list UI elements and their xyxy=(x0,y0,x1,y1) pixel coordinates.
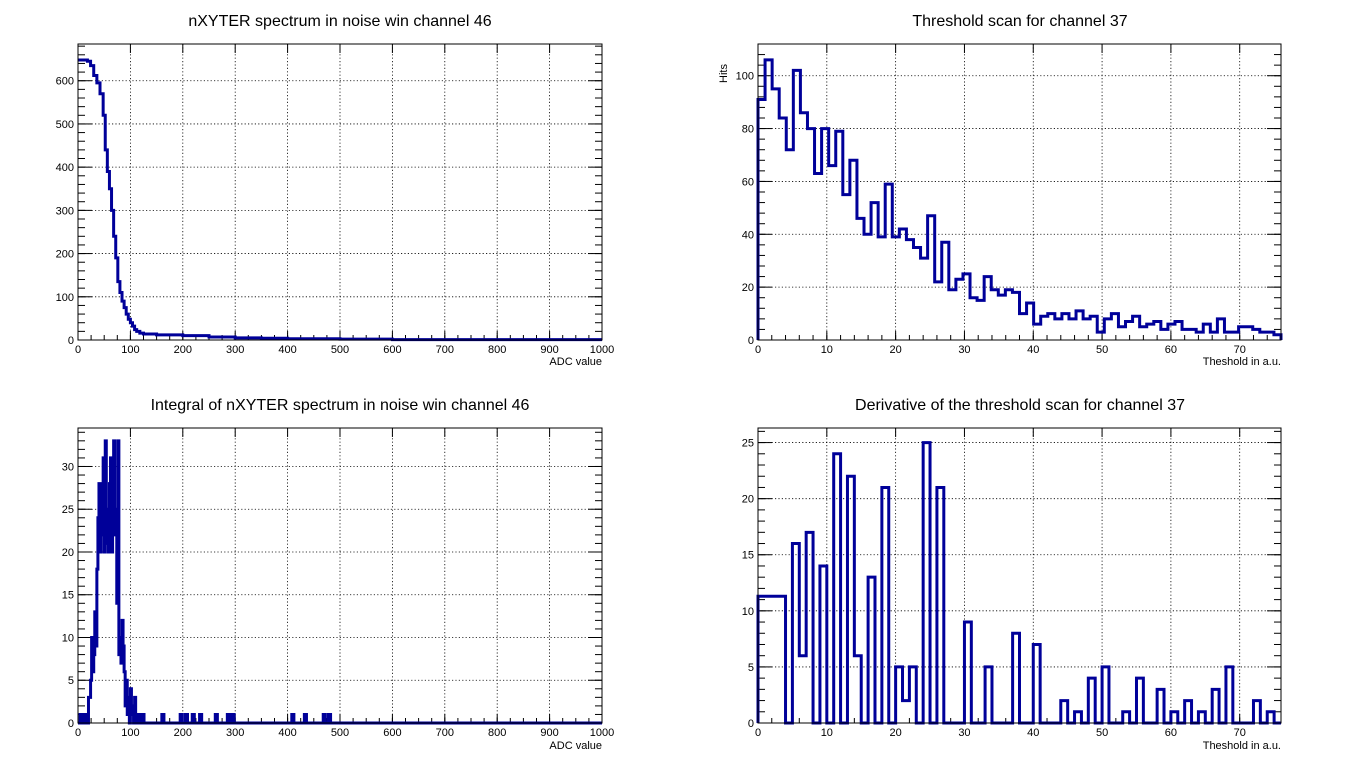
x-tick-label: 600 xyxy=(383,727,401,739)
x-tick-label: 60 xyxy=(1165,344,1177,356)
x-tick-label: 200 xyxy=(174,727,192,739)
x-tick-label: 400 xyxy=(278,344,296,356)
y-tick-label: 10 xyxy=(62,632,74,644)
panel-integral-title: Integral of nXYTER spectrum in noise win… xyxy=(151,397,530,414)
y-tick-label: 25 xyxy=(742,438,754,450)
x-tick-label: 30 xyxy=(958,727,970,739)
x-tick-label: 500 xyxy=(331,727,349,739)
panel-spectrum-ticks: 0 100 200 300 400 500 600 700 800 900 1000 0 100 200 3… xyxy=(56,44,615,356)
x-tick-label: 0 xyxy=(75,344,81,356)
panel-spectrum-xlabel: ADC value xyxy=(549,356,602,368)
x-tick-label: 50 xyxy=(1096,344,1108,356)
x-tick-label: 700 xyxy=(436,344,454,356)
x-tick-label: 100 xyxy=(121,344,139,356)
x-tick-label: 300 xyxy=(226,344,244,356)
y-tick-label: 300 xyxy=(56,205,74,217)
panel-threshold-series xyxy=(758,60,1281,340)
x-tick-label: 200 xyxy=(174,344,192,356)
x-tick-label: 400 xyxy=(278,727,296,739)
y-tick-label: 5 xyxy=(748,662,754,674)
y-tick-label: 60 xyxy=(742,176,754,188)
y-tick-label: 30 xyxy=(62,461,74,473)
y-tick-label: 25 xyxy=(62,504,74,516)
x-tick-label: 60 xyxy=(1165,727,1177,739)
x-tick-label: 900 xyxy=(540,727,558,739)
y-tick-label: 100 xyxy=(736,71,754,83)
y-tick-label: 20 xyxy=(742,494,754,506)
y-tick-label: 0 xyxy=(748,718,754,730)
y-tick-label: 40 xyxy=(742,229,754,241)
y-tick-label: 20 xyxy=(62,547,74,559)
x-tick-label: 0 xyxy=(755,727,761,739)
y-tick-label: 100 xyxy=(56,292,74,304)
panel-spectrum-title: nXYTER spectrum in noise win channel 46 xyxy=(188,13,491,30)
x-tick-label: 10 xyxy=(821,344,833,356)
y-tick-label: 600 xyxy=(56,76,74,88)
panel-derivative: Derivative of the threshold scan for cha… xyxy=(742,397,1281,752)
x-tick-label: 20 xyxy=(890,727,902,739)
x-tick-label: 900 xyxy=(540,344,558,356)
y-tick-label: 0 xyxy=(68,335,74,347)
y-tick-label: 500 xyxy=(56,119,74,131)
panel-spectrum-grid xyxy=(78,44,602,340)
y-tick-label: 5 xyxy=(68,675,74,687)
x-tick-label: 20 xyxy=(890,344,902,356)
panel-integral-ticks: 0 100 200 300 400 500 600 700 800 900 1000 0 5 10 15 20… xyxy=(62,428,614,739)
y-tick-label: 400 xyxy=(56,162,74,174)
x-tick-label: 70 xyxy=(1234,344,1246,356)
panel-threshold: Threshold scan for channel 37 0 10 20 30 40 5… xyxy=(718,13,1281,368)
x-tick-label: 40 xyxy=(1027,727,1039,739)
x-tick-label: 800 xyxy=(488,344,506,356)
x-tick-label: 300 xyxy=(226,727,244,739)
y-tick-label: 0 xyxy=(68,718,74,730)
panel-spectrum: nXYTER spectrum in noise win channel 46 … xyxy=(56,13,615,368)
x-tick-label: 0 xyxy=(75,727,81,739)
x-tick-label: 500 xyxy=(331,344,349,356)
x-tick-label: 70 xyxy=(1234,727,1246,739)
panel-threshold-title: Threshold scan for channel 37 xyxy=(912,13,1127,30)
panel-integral: Integral of nXYTER spectrum in noise win… xyxy=(62,397,614,752)
y-tick-label: 10 xyxy=(742,606,754,618)
panel-integral-grid xyxy=(78,428,602,723)
panel-derivative-title: Derivative of the threshold scan for cha… xyxy=(855,397,1185,414)
y-tick-label: 80 xyxy=(742,124,754,136)
y-tick-label: 15 xyxy=(62,590,74,602)
y-tick-label: 15 xyxy=(742,550,754,562)
x-tick-label: 1000 xyxy=(590,344,614,356)
x-tick-label: 700 xyxy=(436,727,454,739)
x-tick-label: 0 xyxy=(755,344,761,356)
y-tick-label: 200 xyxy=(56,249,74,261)
x-tick-label: 40 xyxy=(1027,344,1039,356)
panel-derivative-series xyxy=(758,443,1281,723)
x-tick-label: 800 xyxy=(488,727,506,739)
y-tick-label: 0 xyxy=(748,335,754,347)
x-tick-label: 1000 xyxy=(590,727,614,739)
panel-threshold-ylabel: Hits xyxy=(718,64,730,83)
panel-derivative-xlabel: Theshold in a.u. xyxy=(1203,740,1281,752)
x-tick-label: 600 xyxy=(383,344,401,356)
panel-threshold-ticks: 0 10 20 30 40 50 60 70 0 20 40 60 80 100 xyxy=(736,44,1281,356)
panel-integral-xlabel: ADC value xyxy=(549,740,602,752)
y-tick-label: 20 xyxy=(742,282,754,294)
x-tick-label: 10 xyxy=(821,727,833,739)
x-tick-label: 100 xyxy=(121,727,139,739)
x-tick-label: 50 xyxy=(1096,727,1108,739)
x-tick-label: 30 xyxy=(958,344,970,356)
panel-threshold-xlabel: Theshold in a.u. xyxy=(1203,356,1281,368)
